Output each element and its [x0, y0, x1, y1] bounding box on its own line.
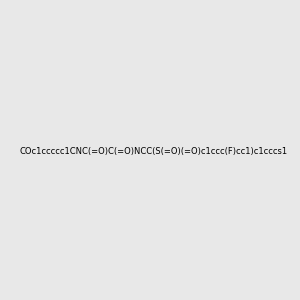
Text: COc1ccccc1CNC(=O)C(=O)NCC(S(=O)(=O)c1ccc(F)cc1)c1cccs1: COc1ccccc1CNC(=O)C(=O)NCC(S(=O)(=O)c1ccc…	[20, 147, 288, 156]
